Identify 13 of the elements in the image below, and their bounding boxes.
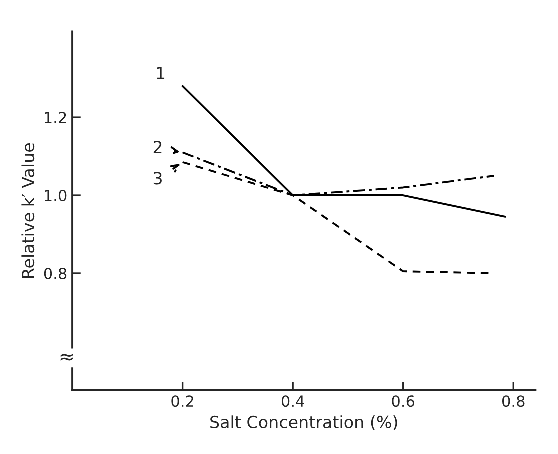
x-tick-label: 0.6 xyxy=(392,396,415,408)
x-tick-label: 0.2 xyxy=(172,396,194,408)
annotation: ≈ xyxy=(60,354,74,361)
series-label: 1 xyxy=(157,67,165,80)
legend-label: 2 xyxy=(154,140,162,154)
x-tick-label: 0.8 xyxy=(502,396,525,408)
y-tick-label: 0.8 xyxy=(44,268,67,280)
legend-label: 3 xyxy=(154,172,162,185)
y-tick-label: 1.0 xyxy=(45,190,67,202)
y-axis-title: Relative k′ Value xyxy=(22,143,35,278)
x-axis-title: Salt Concentration (%) xyxy=(210,416,398,431)
y-tick-label: 1.2 xyxy=(45,112,66,124)
x-tick-label: 0.4 xyxy=(282,396,304,408)
